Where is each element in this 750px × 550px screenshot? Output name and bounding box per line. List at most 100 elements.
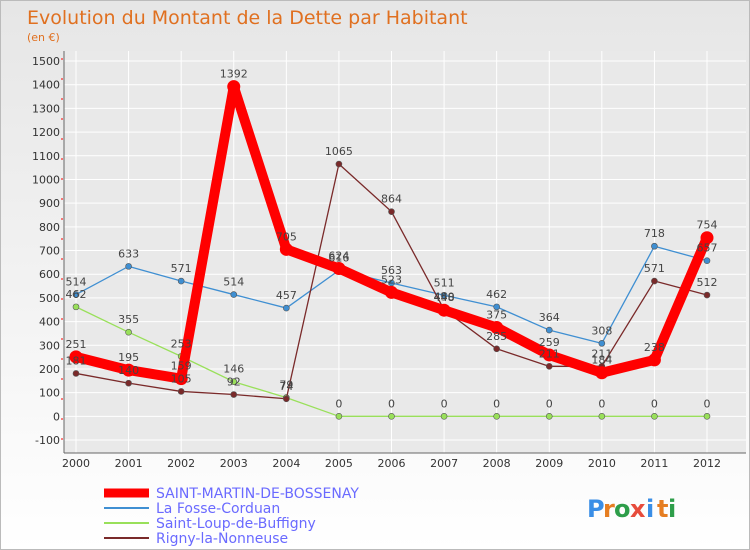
x-tick-label: 2001 (115, 457, 143, 470)
x-tick-label: 2000 (62, 457, 90, 470)
data-point (335, 160, 343, 168)
data-label: 195 (118, 351, 139, 364)
data-point (388, 413, 395, 420)
x-tick-label: 2011 (640, 457, 668, 470)
data-point (598, 340, 606, 347)
data-point (440, 413, 448, 420)
data-point (493, 413, 500, 420)
x-tick-label: 2006 (378, 457, 406, 470)
y-tick-label: -100 (35, 434, 60, 447)
data-label: 0 (546, 397, 553, 410)
x-tick-label: 2007 (430, 457, 458, 470)
data-point (545, 363, 553, 370)
data-label: 211 (539, 347, 560, 360)
x-tick-label: 2002 (167, 457, 195, 470)
data-label: 181 (66, 354, 87, 367)
data-point (230, 378, 238, 386)
data-label: 74 (279, 380, 293, 393)
data-label: 159 (171, 360, 192, 373)
data-label: 457 (276, 289, 297, 302)
x-tick-label: 2005 (325, 457, 353, 470)
data-label: 355 (118, 313, 139, 326)
data-point (493, 303, 500, 311)
data-label: 0 (441, 397, 448, 410)
data-label: 0 (335, 397, 342, 410)
y-tick-label: 1500 (32, 55, 60, 68)
x-tick-label: 2009 (535, 457, 563, 470)
data-point (651, 242, 658, 250)
data-label: 140 (118, 364, 139, 377)
data-label: 0 (598, 397, 605, 410)
data-label: 308 (591, 324, 612, 337)
data-label: 633 (118, 247, 139, 260)
data-label: 0 (704, 397, 711, 410)
data-point (493, 345, 500, 353)
data-label: 364 (539, 311, 560, 324)
data-point (385, 285, 398, 299)
y-tick-label: 1300 (32, 102, 60, 115)
data-point (598, 413, 606, 420)
data-label: 563 (381, 264, 402, 277)
data-point (388, 208, 395, 215)
data-point (230, 291, 238, 298)
data-point (490, 320, 504, 334)
data-point (177, 277, 185, 285)
data-point (122, 363, 136, 377)
data-point (279, 242, 293, 256)
data-point (700, 231, 714, 245)
data-point (545, 326, 553, 334)
y-tick-label: 400 (39, 316, 60, 329)
legend-label: SAINT-MARTIN-DE-BOSSENAY (156, 486, 359, 502)
data-label: 462 (66, 288, 87, 301)
data-label: 754 (697, 219, 718, 232)
data-point (703, 291, 711, 299)
brand-letter: x (630, 495, 646, 523)
data-label: 624 (328, 250, 349, 263)
brand-letter: t (657, 495, 668, 523)
data-label: 238 (644, 341, 665, 354)
legend-label: Saint-Loup-de-Buffigny (156, 516, 316, 532)
x-tick-label: 2004 (272, 457, 300, 470)
data-point (230, 391, 238, 398)
data-label: 375 (486, 308, 507, 321)
data-point (545, 413, 553, 420)
data-point (72, 370, 80, 377)
data-label: 657 (697, 242, 718, 255)
data-point (125, 263, 132, 270)
x-tick-label: 2010 (588, 457, 616, 470)
data-label: 211 (591, 347, 612, 360)
y-tick-label: 500 (39, 292, 60, 305)
data-label: 1065 (325, 145, 353, 158)
x-tick-label: 2008 (483, 457, 511, 470)
data-label: 0 (388, 397, 395, 410)
data-label: 450 (434, 291, 455, 304)
y-tick-label: 0 (53, 410, 60, 423)
plot-area (64, 51, 746, 453)
y-tick-label: 600 (39, 268, 60, 281)
brand-letter: o (614, 495, 631, 523)
y-tick-label: 1400 (32, 79, 60, 92)
y-tick-label: 800 (39, 221, 60, 234)
data-point (177, 388, 185, 395)
chart-subtitle: (en €) (27, 31, 60, 44)
brand-letter: i (646, 495, 654, 523)
y-tick-label: 300 (39, 339, 60, 352)
x-tick-label: 2012 (693, 457, 721, 470)
data-label: 285 (486, 330, 507, 343)
data-point (332, 262, 346, 276)
data-point (595, 366, 609, 380)
data-label: 251 (66, 338, 87, 351)
data-point (335, 413, 343, 420)
brand-letter: i (668, 495, 676, 523)
legend-label: Rigny-la-Nonneuse (156, 531, 288, 547)
data-point (651, 413, 658, 420)
data-label: 105 (171, 372, 192, 385)
data-label: 864 (381, 193, 402, 206)
data-point (125, 328, 132, 336)
y-tick-label: 1200 (32, 126, 60, 139)
y-tick-label: 200 (39, 363, 60, 376)
brand-letter: r (603, 495, 615, 523)
data-label: 511 (434, 276, 455, 289)
